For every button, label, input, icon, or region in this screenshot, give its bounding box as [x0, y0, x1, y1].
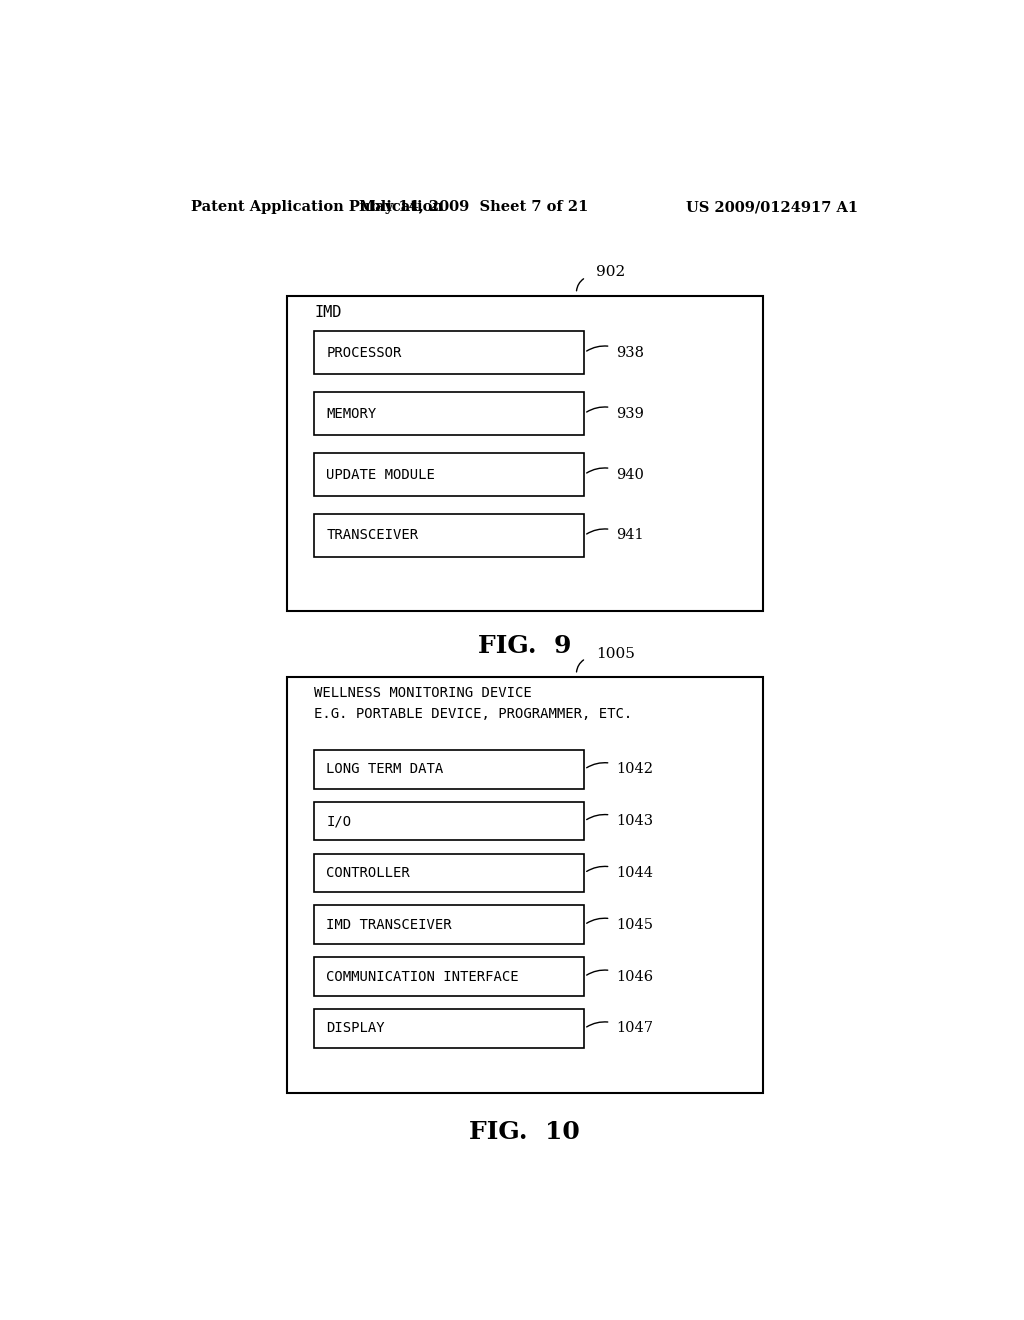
Text: MEMORY: MEMORY	[327, 407, 377, 421]
Bar	[314, 957, 585, 995]
Bar	[314, 392, 585, 434]
Text: DISPLAY: DISPLAY	[327, 1022, 385, 1035]
Text: FIG.  9: FIG. 9	[478, 635, 571, 659]
Text: LONG TERM DATA: LONG TERM DATA	[327, 762, 443, 776]
Text: 1047: 1047	[616, 1022, 653, 1035]
Text: PROCESSOR: PROCESSOR	[327, 346, 401, 359]
Text: UPDATE MODULE: UPDATE MODULE	[327, 467, 435, 482]
Bar	[314, 854, 585, 892]
Text: TRANSCEIVER: TRANSCEIVER	[327, 528, 419, 543]
Bar	[287, 296, 763, 611]
Bar	[314, 515, 585, 557]
Text: Patent Application Publication: Patent Application Publication	[191, 201, 443, 214]
Text: 940: 940	[616, 467, 644, 482]
Text: 1045: 1045	[616, 917, 653, 932]
Text: IMD TRANSCEIVER: IMD TRANSCEIVER	[327, 917, 452, 932]
Bar	[314, 801, 585, 841]
Text: COMMUNICATION INTERFACE: COMMUNICATION INTERFACE	[327, 970, 519, 983]
Text: WELLNESS MONITORING DEVICE: WELLNESS MONITORING DEVICE	[314, 686, 532, 700]
Text: US 2009/0124917 A1: US 2009/0124917 A1	[686, 201, 858, 214]
Text: I/O: I/O	[327, 814, 351, 828]
Text: 1005: 1005	[596, 647, 635, 660]
Text: 902: 902	[596, 265, 626, 280]
Bar	[314, 1008, 585, 1048]
Text: 1046: 1046	[616, 970, 653, 983]
Bar	[287, 677, 763, 1093]
Text: IMD: IMD	[314, 305, 342, 321]
Bar	[314, 750, 585, 788]
Text: 1043: 1043	[616, 814, 653, 828]
Text: 1044: 1044	[616, 866, 653, 880]
Text: 1042: 1042	[616, 762, 653, 776]
Bar	[314, 453, 585, 496]
Text: 938: 938	[616, 346, 644, 359]
Text: 941: 941	[616, 528, 644, 543]
Text: May 14, 2009  Sheet 7 of 21: May 14, 2009 Sheet 7 of 21	[358, 201, 588, 214]
Bar	[314, 906, 585, 944]
Text: FIG.  10: FIG. 10	[469, 1121, 581, 1144]
Text: CONTROLLER: CONTROLLER	[327, 866, 411, 880]
Text: E.G. PORTABLE DEVICE, PROGRAMMER, ETC.: E.G. PORTABLE DEVICE, PROGRAMMER, ETC.	[314, 708, 633, 721]
Bar	[314, 331, 585, 374]
Text: 939: 939	[616, 407, 644, 421]
